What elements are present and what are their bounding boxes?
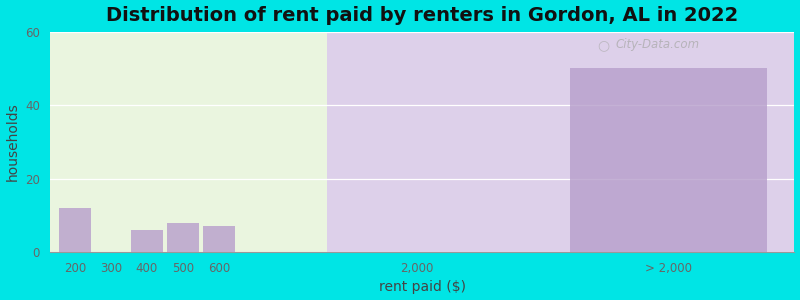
Text: City-Data.com: City-Data.com <box>616 38 700 51</box>
Bar <box>570 68 767 252</box>
Bar <box>130 230 163 252</box>
X-axis label: rent paid ($): rent paid ($) <box>378 280 466 294</box>
Text: ○: ○ <box>597 38 610 52</box>
Bar <box>166 223 199 252</box>
Bar <box>58 208 91 252</box>
Y-axis label: households: households <box>6 103 19 181</box>
Bar <box>50 32 326 252</box>
Bar <box>202 226 235 252</box>
Title: Distribution of rent paid by renters in Gordon, AL in 2022: Distribution of rent paid by renters in … <box>106 6 738 25</box>
Bar <box>326 32 794 252</box>
